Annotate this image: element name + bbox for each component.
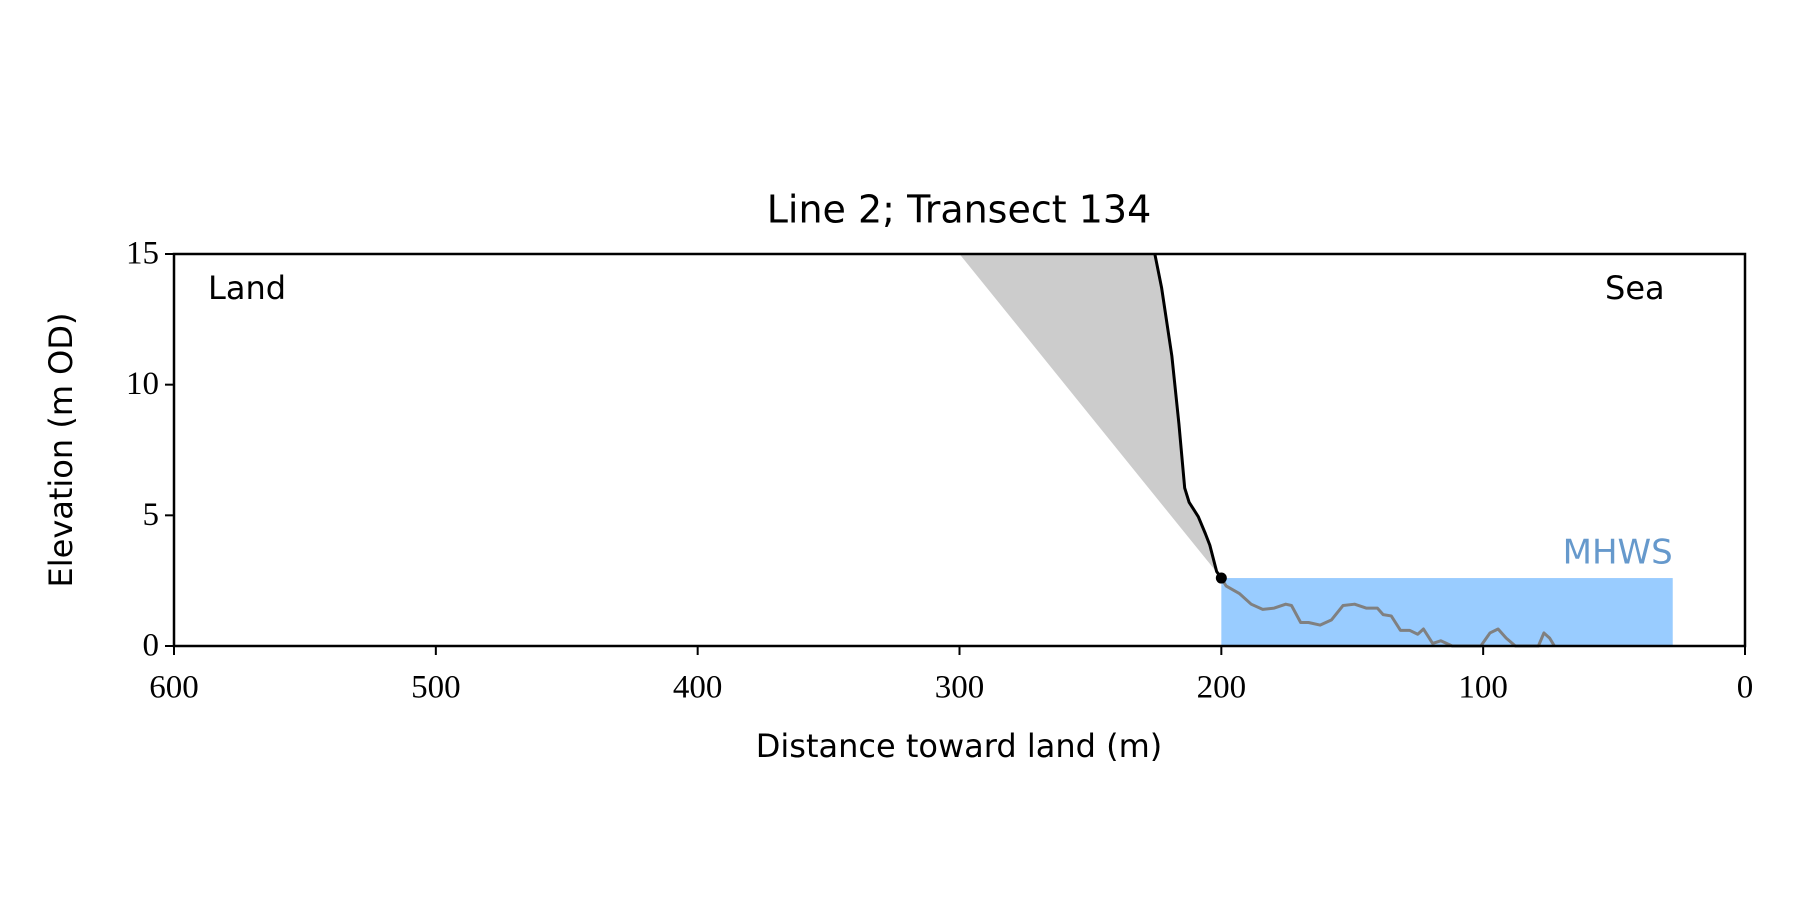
y-tick-label: 5 xyxy=(143,497,160,533)
x-tick-label: 0 xyxy=(1737,670,1754,706)
x-tick-label: 100 xyxy=(1458,670,1508,706)
x-axis-label: Distance toward land (m) xyxy=(756,727,1162,765)
x-tick-label: 400 xyxy=(673,670,723,706)
x-tick-label: 200 xyxy=(1197,670,1247,706)
x-tick-label: 300 xyxy=(935,670,985,706)
annotation: Land xyxy=(208,269,286,307)
mhws-area xyxy=(1221,578,1673,646)
y-tick-label: 15 xyxy=(126,236,159,272)
y-tick-label: 0 xyxy=(143,628,160,664)
y-tick-label: 10 xyxy=(126,366,159,402)
cliff-toe-point xyxy=(1215,572,1227,584)
profile-line xyxy=(1153,253,1223,579)
chart-title: Line 2; Transect 134 xyxy=(767,188,1152,232)
y-axis-label: Elevation (m OD) xyxy=(42,313,80,588)
shaded-area xyxy=(959,254,1222,579)
x-tick-label: 500 xyxy=(411,670,461,706)
mhws-label: MHWS xyxy=(1563,533,1673,573)
annotation: Sea xyxy=(1605,269,1665,307)
x-tick-label: 600 xyxy=(149,670,199,706)
profile-line xyxy=(1220,577,1556,648)
